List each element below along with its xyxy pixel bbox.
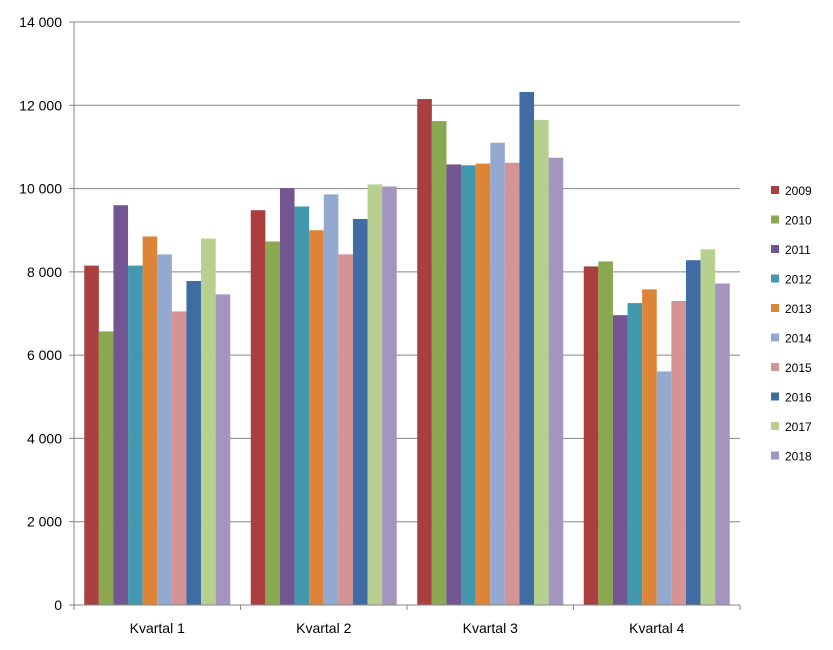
y-tick-label: 2 000 bbox=[27, 514, 62, 530]
legend-swatch-2010 bbox=[771, 215, 779, 224]
bar-2010-2 bbox=[265, 241, 280, 605]
legend-label: 2010 bbox=[785, 214, 812, 228]
bar-2016-4 bbox=[685, 260, 701, 605]
x-axis-categories: Kvartal 1 Kvartal 2 Kvartal 3 Kvartal 4 bbox=[130, 620, 685, 636]
bar-2015-2 bbox=[338, 254, 353, 606]
bar-2016-3 bbox=[519, 91, 535, 605]
legend-label: 2014 bbox=[785, 332, 812, 346]
legend-label: 2017 bbox=[785, 420, 812, 434]
bar-2009-1 bbox=[84, 265, 99, 605]
bar-2012-3 bbox=[461, 165, 476, 605]
axes bbox=[69, 21, 741, 610]
bar-2014-2 bbox=[323, 194, 339, 605]
bar-2013-2 bbox=[309, 230, 324, 605]
bar-2010-4 bbox=[598, 261, 613, 605]
legend-swatch-2018 bbox=[771, 451, 779, 460]
bar-2010-3 bbox=[431, 121, 447, 606]
bar-2017-1 bbox=[201, 238, 216, 606]
legend-swatch-2011 bbox=[771, 245, 779, 253]
legend: 2009 2010 2011 2012 2013 2014 2015 2016 2017 2018 bbox=[771, 184, 812, 464]
bar-2016-1 bbox=[186, 281, 202, 605]
y-tick-label: 12 000 bbox=[19, 97, 62, 113]
bar-2012-4 bbox=[627, 303, 643, 605]
bar-2011-1 bbox=[113, 205, 129, 605]
legend-label: 2011 bbox=[785, 243, 811, 257]
legend-swatch-2013 bbox=[771, 304, 779, 312]
bar-2018-3 bbox=[548, 157, 564, 605]
bar-2009-2 bbox=[250, 210, 266, 605]
bar-2016-2 bbox=[352, 218, 368, 606]
y-tick-label: 6 000 bbox=[27, 347, 62, 363]
bar-2013-3 bbox=[475, 163, 491, 606]
bar-2013-1 bbox=[142, 236, 158, 606]
bar-2012-1 bbox=[128, 265, 143, 605]
y-tick-label: 14 000 bbox=[19, 14, 62, 30]
legend-swatch-2016 bbox=[771, 392, 779, 401]
bar-2018-2 bbox=[382, 186, 397, 605]
x-category-label: Kvartal 2 bbox=[296, 620, 351, 636]
bar-2017-2 bbox=[367, 184, 383, 605]
x-category-label: Kvartal 1 bbox=[130, 620, 185, 636]
x-category-label: Kvartal 3 bbox=[463, 620, 518, 636]
bar-2009-3 bbox=[417, 99, 432, 606]
legend-swatch-2009 bbox=[771, 186, 779, 194]
legend-swatch-2015 bbox=[771, 363, 779, 371]
bars bbox=[84, 91, 730, 606]
bar-2015-1 bbox=[171, 311, 187, 605]
x-category-label: Kvartal 4 bbox=[629, 620, 684, 636]
legend-label: 2009 bbox=[785, 184, 812, 198]
legend-label: 2018 bbox=[785, 450, 812, 464]
bar-2014-3 bbox=[490, 142, 505, 605]
legend-label: 2016 bbox=[785, 391, 812, 405]
y-tick-label: 8 000 bbox=[27, 264, 62, 280]
y-tick-label: 10 000 bbox=[19, 181, 62, 197]
legend-label: 2013 bbox=[785, 302, 812, 316]
legend-label: 2012 bbox=[785, 273, 812, 287]
bar-2017-4 bbox=[700, 249, 716, 605]
y-tick-label: 0 bbox=[54, 597, 62, 613]
bar-2010-1 bbox=[98, 331, 114, 605]
bar-2018-4 bbox=[715, 283, 730, 605]
bar-2013-4 bbox=[642, 289, 657, 605]
bar-2011-3 bbox=[446, 164, 462, 605]
bar-2017-3 bbox=[534, 119, 549, 605]
legend-label: 2015 bbox=[785, 361, 812, 375]
bar-2009-4 bbox=[583, 266, 599, 605]
bar-2018-1 bbox=[215, 294, 231, 605]
bar-2014-4 bbox=[656, 371, 672, 605]
bar-2015-4 bbox=[671, 301, 686, 605]
legend-swatch-2017 bbox=[771, 422, 779, 430]
y-tick-label: 4 000 bbox=[27, 430, 62, 446]
y-axis-ticks: 0 2 000 4 000 6 000 8 000 10 000 12 000 14 000 bbox=[19, 14, 62, 613]
bar-2012-2 bbox=[294, 206, 310, 606]
bar-2015-3 bbox=[504, 162, 520, 605]
bar-2011-2 bbox=[279, 188, 295, 605]
legend-swatch-2014 bbox=[771, 333, 779, 342]
bar-2011-4 bbox=[612, 315, 628, 605]
bar-2014-1 bbox=[157, 254, 172, 606]
legend-swatch-2012 bbox=[771, 274, 779, 283]
